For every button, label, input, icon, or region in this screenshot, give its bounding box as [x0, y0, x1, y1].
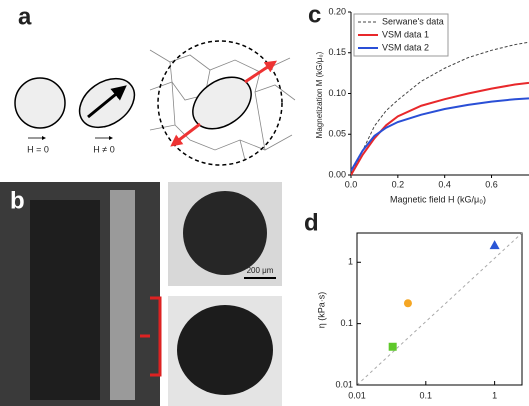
- y-tick-label: 1: [348, 257, 353, 267]
- field-label: H = 0: [27, 144, 49, 154]
- y-tick-label: 0.01: [335, 379, 353, 389]
- schematic: [15, 41, 295, 165]
- panel-label: d: [304, 209, 319, 236]
- y-tick-label: 0.20: [328, 6, 346, 16]
- legend-label: Serwane's data: [382, 16, 444, 26]
- x-tick-label: 0.2: [392, 179, 405, 189]
- panel-label: a: [18, 3, 32, 30]
- magnet-holder: [177, 305, 273, 395]
- photo-detail: [110, 190, 135, 400]
- panel-label: b: [10, 187, 25, 214]
- y-axis-title: Magnetization M (kG/μ₀): [315, 51, 324, 138]
- y-tick-label: 0.1: [340, 318, 353, 328]
- field-label: H ≠ 0: [93, 144, 114, 154]
- y-tick-label: 0.15: [328, 47, 346, 57]
- guide-line: [357, 233, 522, 385]
- scale-label: 200 μm: [247, 266, 274, 275]
- y-tick-label: 0.10: [328, 88, 346, 98]
- x-axis-title: Magnetic field H (kG/μ₀): [390, 194, 486, 204]
- x-tick-label: 0.6: [485, 179, 498, 189]
- legend-label: VSM data 2: [382, 42, 429, 52]
- point: [490, 240, 500, 249]
- x-tick-label: 1: [492, 390, 497, 400]
- y-tick-label: 0.05: [328, 129, 346, 139]
- point: [389, 343, 397, 351]
- x-tick-label: 0.0: [345, 179, 358, 189]
- y-axis-title: η (kPa·s): [316, 292, 326, 329]
- series-line: [351, 83, 529, 175]
- figure: a H = 0 H ≠ 0 b 200 μm c 0.00 0.05 0.10 0.15…: [0, 0, 529, 406]
- point: [404, 299, 412, 307]
- droplet: [183, 191, 267, 275]
- y-tick-label: 0.00: [328, 169, 346, 179]
- x-tick-label: 0.01: [348, 390, 366, 400]
- photo-detail: [30, 200, 100, 400]
- series-line: [351, 98, 529, 171]
- x-tick-label: 0.1: [420, 390, 433, 400]
- series-line: [351, 42, 529, 175]
- panel-label: c: [308, 1, 321, 28]
- legend-label: VSM data 1: [382, 29, 429, 39]
- x-tick-label: 0.4: [438, 179, 451, 189]
